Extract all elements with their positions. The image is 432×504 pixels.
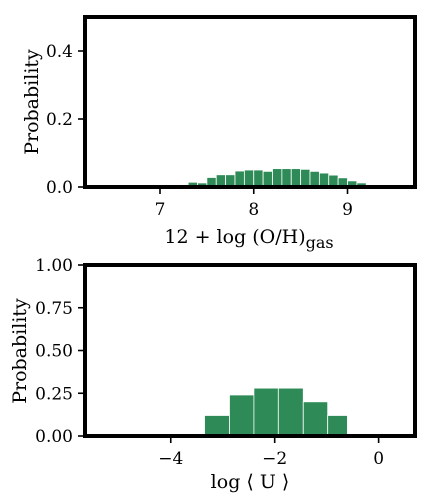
bottom-y-tick-label-4: 1.00 <box>35 256 73 276</box>
bottom-y-tick-label-1: 0.25 <box>35 384 73 404</box>
bottom-histogram-bar-1 <box>229 394 255 437</box>
top-x-tick-label-0: 7 <box>155 200 166 220</box>
top-histogram-bar-6 <box>234 170 245 188</box>
top-histogram-bar-14 <box>309 170 320 188</box>
bottom-x-tick-label-0: −4 <box>158 449 183 469</box>
top-histogram-bar-10 <box>272 168 283 188</box>
bottom-y-axis-label: Probability <box>9 298 31 404</box>
top-histogram-bar-8 <box>253 169 264 188</box>
bottom-x-axis-label: log ⟨ U ⟩ <box>211 471 290 493</box>
bottom-x-tick-label-2: 0 <box>373 449 384 469</box>
top-histogram-bars <box>178 168 377 188</box>
bottom-axes-frame <box>83 263 417 438</box>
top-x-axis-label: 12 + log (O/H)gas <box>164 226 333 252</box>
top-x-axis-label-subscript: gas <box>306 233 334 252</box>
bottom-histogram-bars <box>204 387 348 437</box>
top-histogram-bar-13 <box>300 168 311 188</box>
top-axis-ticks: 7 8 9 0.0 0.2 0.4 <box>46 42 353 220</box>
bottom-histogram-bar-2 <box>253 387 279 437</box>
top-histogram-bar-9 <box>262 170 273 188</box>
bottom-histogram-bar-5 <box>327 415 348 437</box>
top-x-tick-label-1: 8 <box>248 200 259 220</box>
top-histogram-bar-7 <box>243 169 255 188</box>
top-axes-frame <box>83 15 417 189</box>
bottom-histogram-bar-3 <box>277 387 304 437</box>
top-chart-panel: 7 8 9 0.0 0.2 0.4 Probability 12 + log (O/H)g… <box>21 15 417 252</box>
top-histogram-bar-12 <box>290 168 302 188</box>
top-y-tick-label-2: 0.4 <box>46 42 73 62</box>
bottom-histogram-bar-0 <box>204 415 230 437</box>
bottom-y-tick-label-2: 0.50 <box>35 342 73 362</box>
top-x-axis-label-main: 12 + log (O/H) <box>164 226 305 248</box>
top-y-tick-label-0: 0.0 <box>46 178 73 198</box>
bottom-y-tick-label-3: 0.75 <box>35 299 73 319</box>
top-y-tick-label-1: 0.2 <box>46 110 73 130</box>
bottom-y-tick-label-0: 0.00 <box>35 427 73 447</box>
top-histogram-bar-11 <box>281 168 292 188</box>
bottom-chart-panel: −4 −2 0 0.00 0.25 0.50 0.75 1.00 Probability lo… <box>9 256 417 493</box>
bottom-axis-ticks: −4 −2 0 0.00 0.25 0.50 0.75 1.00 <box>35 256 384 469</box>
top-y-axis-label: Probability <box>21 49 43 155</box>
top-histogram-bar-15 <box>318 172 330 188</box>
top-x-tick-label-2: 9 <box>342 200 353 220</box>
bottom-histogram-bar-4 <box>302 401 329 437</box>
bottom-x-tick-label-1: −2 <box>262 449 287 469</box>
